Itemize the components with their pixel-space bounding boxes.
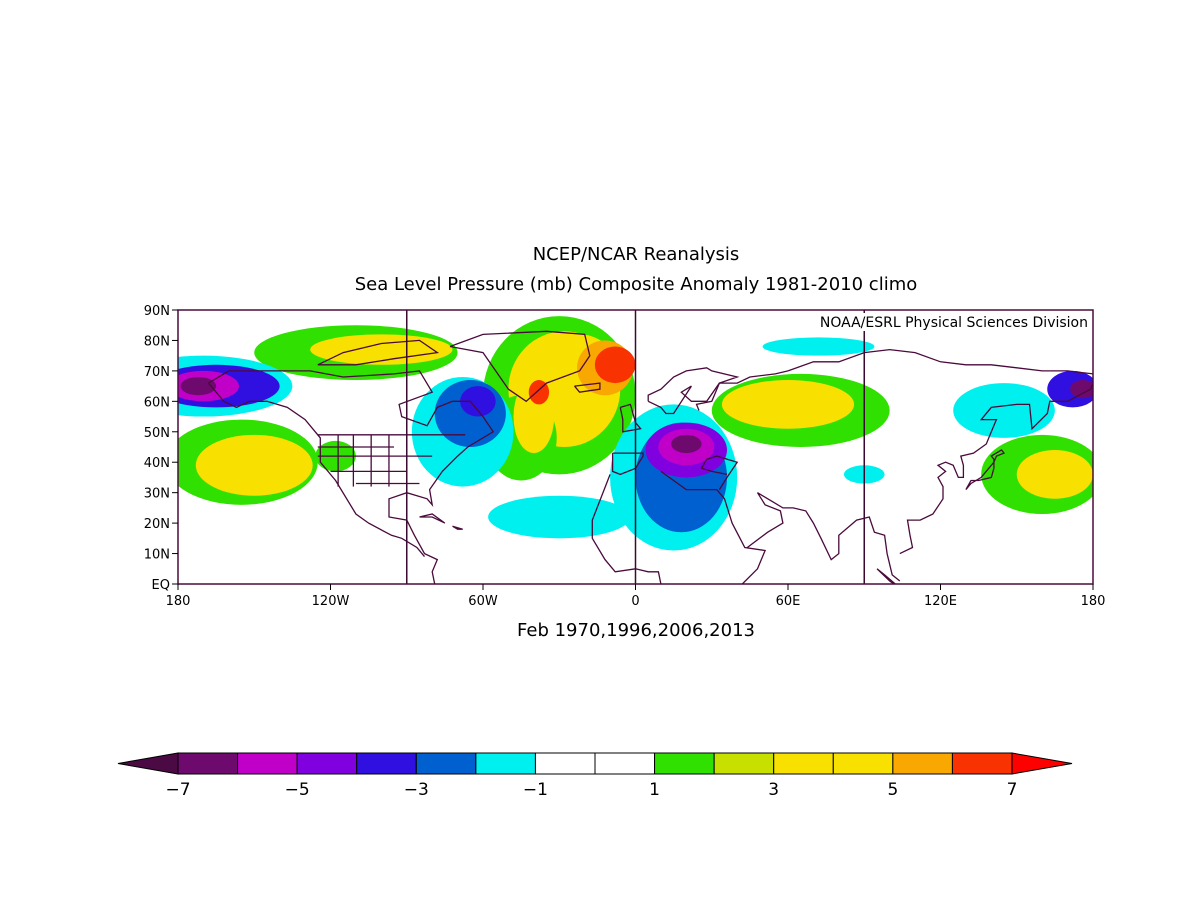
coastline	[611, 452, 644, 476]
anomaly-region	[953, 383, 1055, 438]
period-label: Feb 1970,1996,2006,2013	[517, 620, 755, 641]
colorbar-label: 3	[768, 780, 779, 800]
colorbar-label: −5	[285, 780, 310, 800]
latitude-axis: 90N 80N 70N 60N 50N 40N 30N 20N 10N EQ	[144, 304, 178, 593]
anomaly-region	[1070, 380, 1093, 399]
lon-tick-label: 120W	[312, 594, 350, 609]
anomaly-region	[721, 380, 855, 429]
coastline	[746, 492, 901, 582]
anomaly-region	[488, 495, 631, 539]
lon-tick-label: 120E	[924, 594, 957, 609]
colorbar-label: 1	[649, 780, 660, 800]
lon-tick-label: 60W	[468, 594, 498, 609]
anomaly-region	[1016, 450, 1093, 499]
meridian-lines	[406, 310, 865, 584]
lat-tick-label: 90N	[144, 304, 170, 319]
colorbar-bin	[475, 752, 536, 775]
anomaly-field	[178, 316, 1093, 551]
coastline	[317, 339, 440, 366]
credit-box	[758, 313, 1090, 331]
anomaly-region	[762, 337, 875, 356]
coastline	[660, 470, 767, 584]
coastline	[619, 403, 642, 433]
colorbar-label: 5	[887, 780, 898, 800]
coastline	[876, 568, 897, 584]
lat-tick-label: EQ	[152, 578, 170, 593]
credit-label: NOAA/ESRL Physical Sciences Division	[820, 315, 1088, 331]
lon-tick-label: 0	[631, 594, 639, 609]
colorbar-label: −3	[404, 780, 429, 800]
lat-tick-label: 60N	[144, 395, 170, 410]
coastline	[899, 382, 1093, 555]
coastline	[452, 525, 463, 530]
colorbar-bin	[832, 752, 894, 775]
figure-title: NCEP/NCAR Reanalysis	[533, 244, 740, 265]
colorbar-bin	[713, 752, 775, 775]
colorbar-bin	[356, 752, 417, 775]
coastline	[787, 348, 1093, 375]
coastline	[449, 330, 591, 403]
coastline	[700, 455, 739, 490]
lon-tick-label: 60E	[776, 594, 801, 609]
coastline	[695, 370, 789, 411]
coastline	[419, 513, 446, 524]
colorbar-bin	[237, 752, 298, 775]
lat-tick-label: 20N	[144, 517, 170, 532]
lat-tick-label: 40N	[144, 456, 170, 471]
colorbar-bin	[594, 752, 656, 775]
coastline	[574, 382, 601, 393]
colorbar-bin	[951, 752, 1013, 775]
colorbar: −7 −5 −3 −1 1 3 5 7	[117, 752, 1073, 800]
longitude-axis: 180 120W 60W 0 60E 120E 180	[166, 584, 1106, 609]
anomaly-region	[310, 334, 453, 365]
anomaly-region	[180, 376, 217, 396]
lat-tick-label: 50N	[144, 426, 170, 441]
coastline	[591, 474, 662, 584]
lat-tick-label: 70N	[144, 365, 170, 380]
lat-tick-label: 30N	[144, 487, 170, 502]
lat-tick-label: 80N	[144, 334, 170, 349]
anomaly-region	[195, 434, 313, 496]
coastline	[965, 449, 1006, 491]
colorbar-label: −1	[523, 780, 548, 800]
colorbar-label: 7	[1007, 780, 1018, 800]
lon-tick-label: 180	[1081, 594, 1106, 609]
coastline	[208, 382, 425, 558]
colorbar-under-arrow	[117, 752, 179, 775]
anomaly-region	[671, 434, 702, 454]
colorbar-bin	[892, 752, 953, 775]
colorbar-bin	[773, 752, 834, 775]
figure-subtitle: Sea Level Pressure (mb) Composite Anomal…	[355, 274, 918, 295]
anomaly-region	[460, 386, 496, 417]
colorbar-label: −7	[165, 780, 190, 800]
colorbar-bin	[415, 752, 477, 775]
lon-tick-label: 180	[166, 594, 191, 609]
colorbar-bin	[654, 752, 715, 775]
colorbar-bin	[177, 752, 239, 775]
colorbar-bin	[534, 752, 596, 775]
lat-tick-label: 10N	[144, 548, 170, 563]
colorbar-over-arrow	[1011, 752, 1073, 775]
coastlines	[208, 330, 1093, 584]
colorbar-bin	[296, 752, 358, 775]
anomaly-region	[594, 346, 636, 384]
